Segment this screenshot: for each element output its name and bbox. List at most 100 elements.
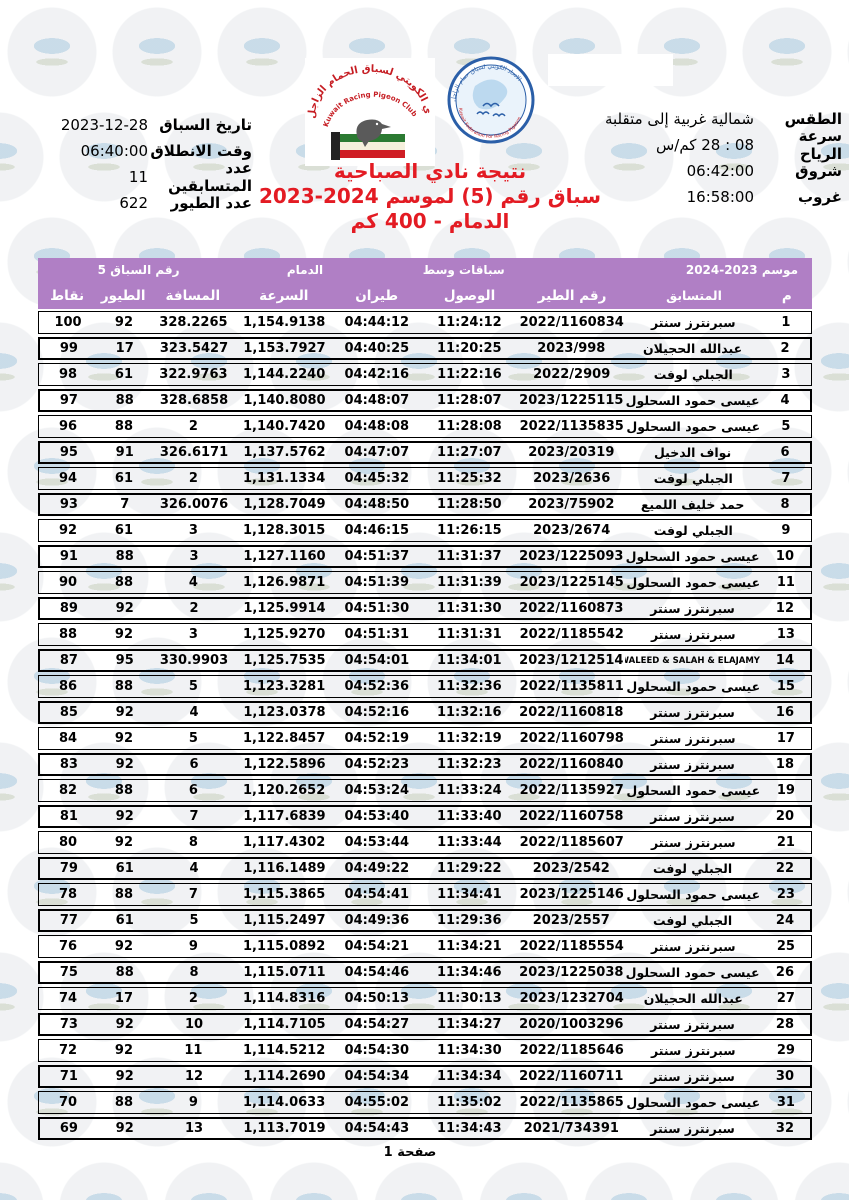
table-row: 21 سبرنترز سنتر 2022/1185607 11:33:44 04:53:… bbox=[38, 831, 812, 854]
table-row: 1 سبرنترز سنتر 2022/1160834 11:24:12 04:44:1… bbox=[38, 311, 812, 334]
cell-birds: 88 bbox=[114, 679, 134, 694]
race-title-line2: سباق رقم (5) لموسم 2024-2023 bbox=[258, 184, 602, 208]
cell-distance: 323.5427 bbox=[159, 341, 229, 356]
table-row: 3 الجبلي لوفت 2022/2909 11:22:16 04:42:16 1,1… bbox=[38, 363, 812, 386]
cell-speed: 1,140.7420 bbox=[243, 419, 326, 434]
cell-speed: 1,114.7105 bbox=[243, 1017, 326, 1032]
cell-competitor: الجبلي لوفت bbox=[653, 367, 733, 382]
cell-distance: 330.9903 bbox=[159, 653, 229, 668]
bird-glyph bbox=[492, 113, 506, 118]
cell-points: 94 bbox=[58, 471, 78, 486]
cell-arrival: 11:26:15 bbox=[437, 523, 502, 538]
cell-arrival: 11:31:37 bbox=[436, 549, 502, 564]
table-row: 11 عيسى حمود السحلول 2023/1225145 11:31:39 0… bbox=[38, 571, 812, 594]
cell-ring-number: 2022/1160711 bbox=[519, 1069, 624, 1084]
table-row: 16 سبرنترز سنتر 2022/1160818 11:32:16 04:52:… bbox=[38, 701, 812, 724]
table-row: 19 عيسى حمود السحلول 2022/1135927 11:33:24 0… bbox=[38, 779, 812, 802]
weather-label: سرعة الرياح bbox=[798, 127, 842, 163]
cell-distance: 8 bbox=[189, 965, 199, 980]
table-row: 25 سبرنترز سنتر 2022/1185554 11:34:21 04:54:… bbox=[38, 935, 812, 958]
cell-points: 86 bbox=[58, 679, 78, 694]
race-info-label: وقت الانطلاق bbox=[150, 142, 252, 160]
cell-ring-number: 2022/1185554 bbox=[519, 939, 624, 954]
cell-birds: 88 bbox=[115, 965, 134, 980]
cell-arrival: 11:32:16 bbox=[436, 705, 502, 720]
cell-rank: 9 bbox=[781, 523, 791, 538]
cell-points: 89 bbox=[59, 601, 78, 616]
cell-flight-time: 04:54:21 bbox=[344, 939, 410, 954]
cell-distance: 4 bbox=[189, 861, 199, 876]
cell-rank: 28 bbox=[775, 1017, 795, 1032]
cell-speed: 1,125.9270 bbox=[243, 627, 326, 642]
cell-competitor: سبرنترز سنتر bbox=[650, 627, 736, 642]
cell-distance: 2 bbox=[188, 419, 198, 434]
cell-ring-number: 2023/998 bbox=[537, 341, 606, 356]
cell-points: 92 bbox=[58, 523, 78, 538]
cell-points: 81 bbox=[59, 809, 78, 824]
bird-glyph bbox=[476, 111, 490, 116]
weather-block: الطقس شمالية غربية إلى متقلبة سرعة الرياح 0… bbox=[560, 106, 842, 210]
cell-flight-time: 04:42:16 bbox=[344, 367, 410, 382]
cell-speed: 1,115.2497 bbox=[243, 913, 326, 928]
column-header-rank: م bbox=[781, 287, 792, 304]
table-row: 13 سبرنترز سنتر 2022/1185542 11:31:31 04:51:… bbox=[38, 623, 812, 646]
race-info-label: تاريخ السباق bbox=[159, 116, 252, 134]
cell-competitor: عيسى حمود السحلول bbox=[626, 679, 761, 694]
flag-black-bar bbox=[331, 132, 340, 160]
cell-rank: 30 bbox=[775, 1069, 795, 1084]
cell-competitor: الجبلي لوفت bbox=[653, 471, 733, 486]
cell-points: 93 bbox=[59, 497, 78, 512]
cell-rank: 23 bbox=[776, 887, 795, 902]
cell-ring-number: 2022/1160873 bbox=[519, 601, 624, 616]
cell-competitor: عيسى حمود السحلول bbox=[625, 549, 760, 564]
cell-rank: 13 bbox=[776, 627, 795, 642]
column-header-flight-time: طيران bbox=[355, 287, 399, 304]
cell-rank: 27 bbox=[776, 991, 795, 1006]
cell-distance: 322.9763 bbox=[159, 367, 228, 382]
cell-points: 83 bbox=[59, 757, 78, 772]
cell-arrival: 11:29:36 bbox=[436, 913, 502, 928]
cell-competitor: حمد خليف اللميع bbox=[640, 497, 745, 512]
cell-flight-time: 04:54:27 bbox=[344, 1017, 410, 1032]
column-header-speed: السرعة bbox=[259, 287, 309, 304]
cell-speed: 1,128.3015 bbox=[243, 523, 326, 538]
race-title-line1: نتيجة نادي الصباحية bbox=[333, 159, 527, 183]
cell-distance: 9 bbox=[188, 1095, 198, 1110]
cell-rank: 8 bbox=[780, 497, 790, 512]
cell-competitor: الجبلي لوفت bbox=[653, 913, 733, 928]
cell-distance: 12 bbox=[184, 1069, 204, 1084]
cell-birds: 92 bbox=[115, 809, 134, 824]
cell-arrival: 11:32:23 bbox=[436, 757, 502, 772]
cell-arrival: 11:27:07 bbox=[436, 445, 502, 460]
cell-speed: 1,122.5896 bbox=[243, 757, 326, 772]
cell-flight-time: 04:46:15 bbox=[344, 523, 410, 538]
cell-birds: 92 bbox=[114, 835, 134, 850]
cell-arrival: 11:34:41 bbox=[437, 887, 502, 902]
category-label: سباقات وسط bbox=[422, 263, 505, 277]
cell-birds: 88 bbox=[115, 549, 134, 564]
cell-ring-number: 2022/1185607 bbox=[519, 835, 624, 850]
cell-speed: 1,114.5212 bbox=[243, 1043, 326, 1058]
cell-distance: 5 bbox=[188, 679, 198, 694]
cell-speed: 1,117.6839 bbox=[243, 809, 326, 824]
table-row: 10 عيسى حمود السحلول 2023/1225093 11:31:37 0… bbox=[38, 545, 812, 568]
table-row: 32 سبرنترز سنتر 2021/734391 11:34:43 04:54:4… bbox=[38, 1117, 812, 1140]
cell-ring-number: 2023/75902 bbox=[528, 497, 615, 512]
cell-birds: 92 bbox=[114, 627, 134, 642]
cell-birds: 92 bbox=[114, 315, 134, 330]
cell-rank: 29 bbox=[776, 1043, 795, 1058]
cell-arrival: 11:30:13 bbox=[437, 991, 502, 1006]
cell-rank: 25 bbox=[776, 939, 795, 954]
cell-ring-number: 2020/1003296 bbox=[519, 1017, 624, 1032]
cell-flight-time: 04:52:23 bbox=[344, 757, 410, 772]
cell-distance: 326.6171 bbox=[159, 445, 229, 460]
cell-arrival: 11:33:40 bbox=[436, 809, 502, 824]
cell-birds: 61 bbox=[115, 861, 134, 876]
cell-speed: 1,115.0892 bbox=[243, 939, 326, 954]
cell-flight-time: 04:54:30 bbox=[344, 1043, 410, 1058]
cell-competitor: عيسى حمود السحلول bbox=[626, 887, 761, 902]
cell-birds: 88 bbox=[115, 393, 134, 408]
cell-speed: 1,125.7535 bbox=[243, 653, 326, 668]
weather-row: غروب 16:58:00 bbox=[560, 184, 842, 210]
cell-ring-number: 2022/1160834 bbox=[519, 315, 624, 330]
